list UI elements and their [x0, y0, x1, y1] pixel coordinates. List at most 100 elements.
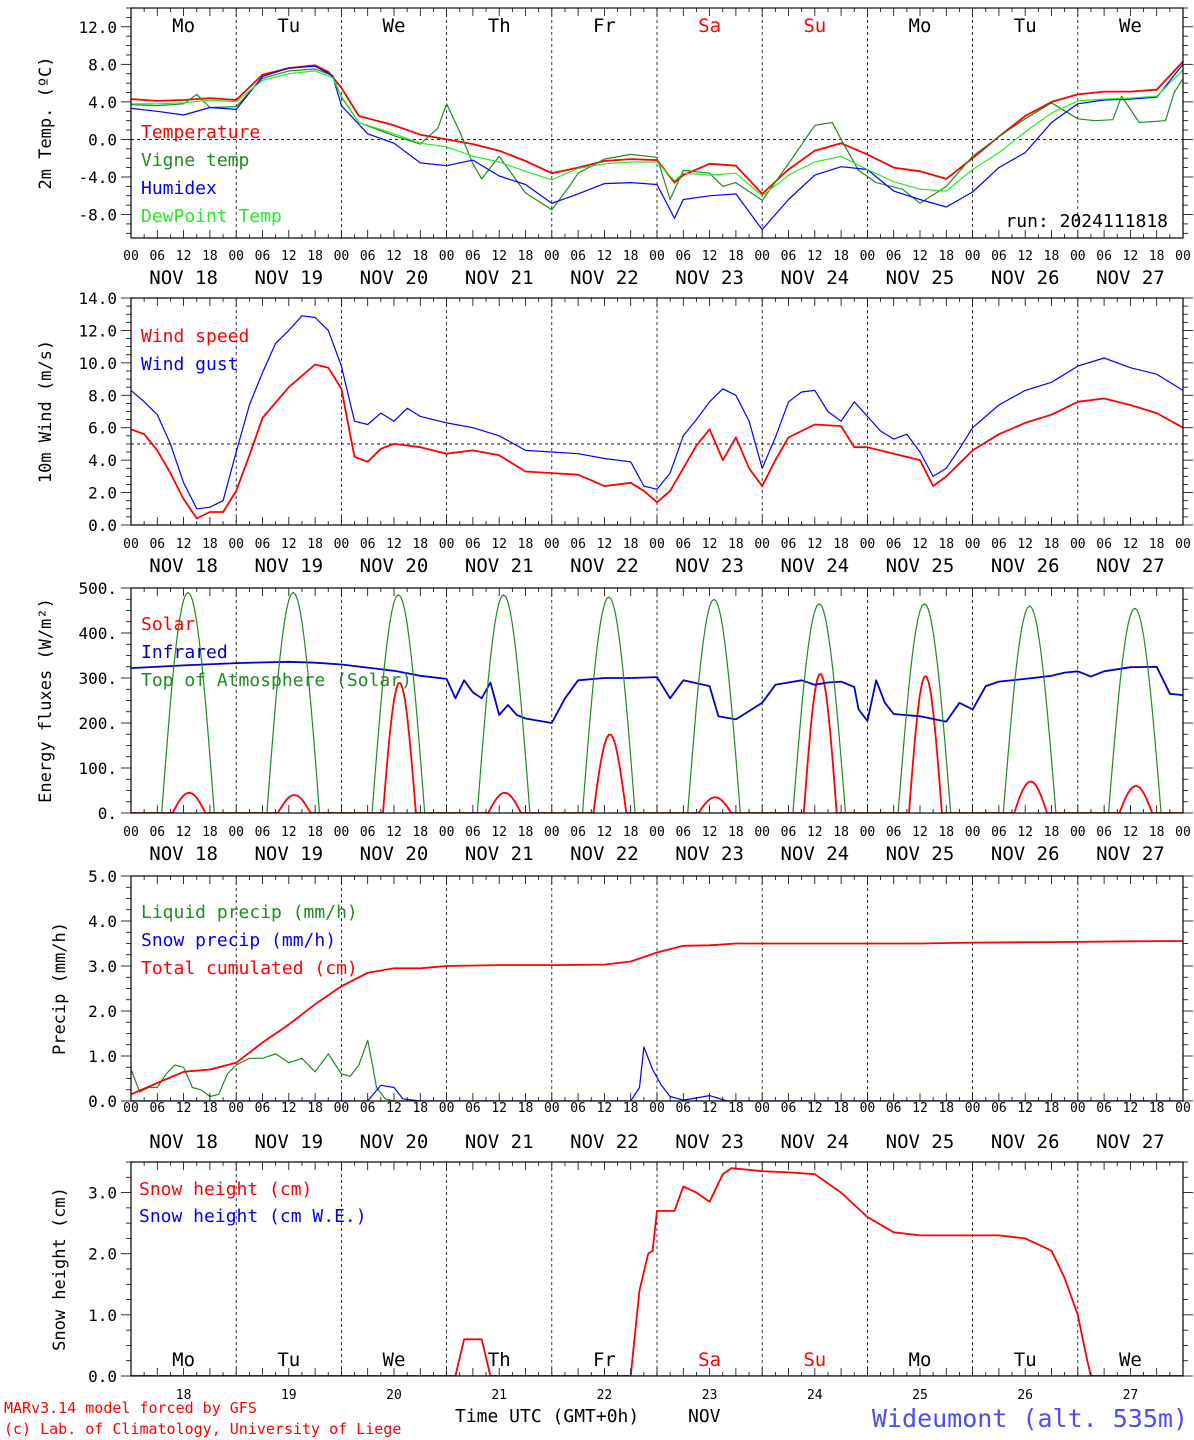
panel-2-hour-label: 06 [570, 825, 586, 840]
panel-0-legend-entry: Vigne temp [141, 150, 249, 171]
panel-0-hour-label: 00 [1070, 249, 1086, 264]
panel-2-hour-label: 00 [754, 825, 770, 840]
panel-1-hour-label: 18 [412, 537, 428, 552]
panel-2-hour-label: 00 [1070, 825, 1086, 840]
panel-2-date-label: NOV 20 [360, 843, 429, 865]
panel-0-hour-label: 18 [1044, 249, 1060, 264]
panel-3-y-tick-label: 4.0 [88, 912, 117, 931]
panel-3-hour-label: 18 [518, 1101, 534, 1116]
panel-2-date-label: NOV 19 [254, 843, 323, 865]
panel-1-y-tick-label: 6.0 [88, 419, 117, 438]
panel-0-hour-label: 00 [123, 249, 139, 264]
panel-1-hour-label: 18 [938, 537, 954, 552]
panel-3-hour-label: 18 [307, 1101, 323, 1116]
panel-1-hour-label: 06 [1096, 537, 1112, 552]
panel-0-hour-label: 12 [1123, 249, 1139, 264]
panel-0-hour-label: 12 [597, 249, 613, 264]
panel-2-legend-entry: Top of Atmosphere (Solar) [141, 670, 412, 691]
day-label-top: Tu [277, 15, 300, 37]
panel-2-series-line [131, 660, 1183, 724]
panel-1-hour-label: 12 [176, 537, 192, 552]
panel-0-hour-label: 06 [1096, 249, 1112, 264]
panel-1-date-label: NOV 23 [675, 555, 744, 577]
panel-0-hour-label: 06 [781, 249, 797, 264]
panel-3-series-line [131, 940, 1183, 1096]
day-number: 26 [1017, 1388, 1033, 1403]
panel-2-date-label: NOV 18 [149, 843, 218, 865]
panel-3-hour-label: 00 [334, 1101, 350, 1116]
day-number: 18 [176, 1388, 192, 1403]
panel-0-date-label: NOV 19 [254, 267, 323, 289]
panel-2-y-tick-label: 0. [98, 804, 117, 823]
panel-0-hour-label: 00 [860, 249, 876, 264]
panel-0-hour-label: 18 [1149, 249, 1165, 264]
day-number: 19 [281, 1388, 297, 1403]
panel-2-y-tick-label: 200. [78, 714, 117, 733]
day-number: 25 [912, 1388, 928, 1403]
panel-1-y-axis-label: 10m Wind (m/s) [36, 340, 56, 483]
panel-3-hour-label: 12 [807, 1101, 823, 1116]
panel-1-hour-label: 12 [912, 537, 928, 552]
panel-1-hour-label: 06 [781, 537, 797, 552]
panel-0-hour-label: 00 [334, 249, 350, 264]
panel-3-hour-label: 06 [149, 1101, 165, 1116]
panel-3-hour-label: 06 [886, 1101, 902, 1116]
panel-1-hour-label: 18 [307, 537, 323, 552]
panel-3-date-label: NOV 24 [780, 1131, 849, 1153]
panel-3-legend-entry: Liquid precip (mm/h) [141, 902, 358, 923]
panel-2-hour-label: 06 [886, 825, 902, 840]
panel-3-date-label: NOV 20 [360, 1131, 429, 1153]
panel-0-hour-label: 06 [255, 249, 271, 264]
panel-1-hour-label: 06 [255, 537, 271, 552]
panel-2-hour-label: 00 [965, 825, 981, 840]
panel-3-hour-label: 18 [938, 1101, 954, 1116]
panel-2-hour-label: 06 [1096, 825, 1112, 840]
panel-0-hour-label: 18 [938, 249, 954, 264]
day-number: 21 [491, 1388, 507, 1403]
panel-0-y-tick-label: 0.0 [88, 130, 117, 149]
panel-2-hour-label: 06 [255, 825, 271, 840]
panel-3-series-line [131, 1046, 1183, 1101]
panel-2-hour-label: 00 [123, 825, 139, 840]
panel-2-hour-label: 00 [1175, 825, 1191, 840]
panel-0-date-label: NOV 18 [149, 267, 218, 289]
day-label-top: Mo [909, 15, 932, 37]
panel-1-hour-label: 18 [1149, 537, 1165, 552]
panel-3-hour-label: 00 [649, 1101, 665, 1116]
panel-4-y-tick-label: 3.0 [88, 1184, 117, 1203]
panel-1-date-label: NOV 18 [149, 555, 218, 577]
panel-2-hour-label: 00 [439, 825, 455, 840]
panel-1-hour-label: 00 [334, 537, 350, 552]
panel-2-hour-label: 18 [518, 825, 534, 840]
panel-1-series-line [131, 315, 1183, 510]
panel-3-y-tick-label: 0.0 [88, 1092, 117, 1111]
panel-1-date-label: NOV 24 [780, 555, 849, 577]
panel-0-hour-label: 06 [570, 249, 586, 264]
panel-1-hour-label: 18 [833, 537, 849, 552]
panel-2-legend-entry: Infrared [141, 642, 228, 663]
panel-0-legend-entry: DewPoint Temp [141, 206, 282, 227]
panel-2-date-label: NOV 21 [465, 843, 534, 865]
panel-2-hour-label: 12 [1123, 825, 1139, 840]
panel-4-y-tick-label: 2.0 [88, 1245, 117, 1264]
panel-3-series-line [131, 1039, 1183, 1101]
panel-1-hour-label: 12 [1017, 537, 1033, 552]
panel-1-y-tick-label: 0.0 [88, 516, 117, 535]
panel-3-hour-label: 00 [439, 1101, 455, 1116]
panel-2-series-line [131, 673, 1183, 813]
panel-3-hour-label: 00 [754, 1101, 770, 1116]
panel-2-hour-label: 06 [675, 825, 691, 840]
panel-2-hour-label: 06 [781, 825, 797, 840]
panel-0-hour-label: 18 [623, 249, 639, 264]
panel-0-hour-label: 12 [1017, 249, 1033, 264]
panel-0-y-tick-label: 4.0 [88, 93, 117, 112]
panel-3-date-label: NOV 26 [991, 1131, 1060, 1153]
panel-1-series-line [131, 363, 1183, 520]
panel-2-date-label: NOV 27 [1096, 843, 1165, 865]
panel-0-date-label: NOV 23 [675, 267, 744, 289]
panel-0-series-line [131, 63, 1183, 231]
day-label-bottom: Th [488, 1349, 511, 1371]
panel-4-y-tick-label: 1.0 [88, 1306, 117, 1325]
panel-2-hour-label: 18 [833, 825, 849, 840]
panel-1-y-tick-label: 10.0 [78, 354, 117, 373]
